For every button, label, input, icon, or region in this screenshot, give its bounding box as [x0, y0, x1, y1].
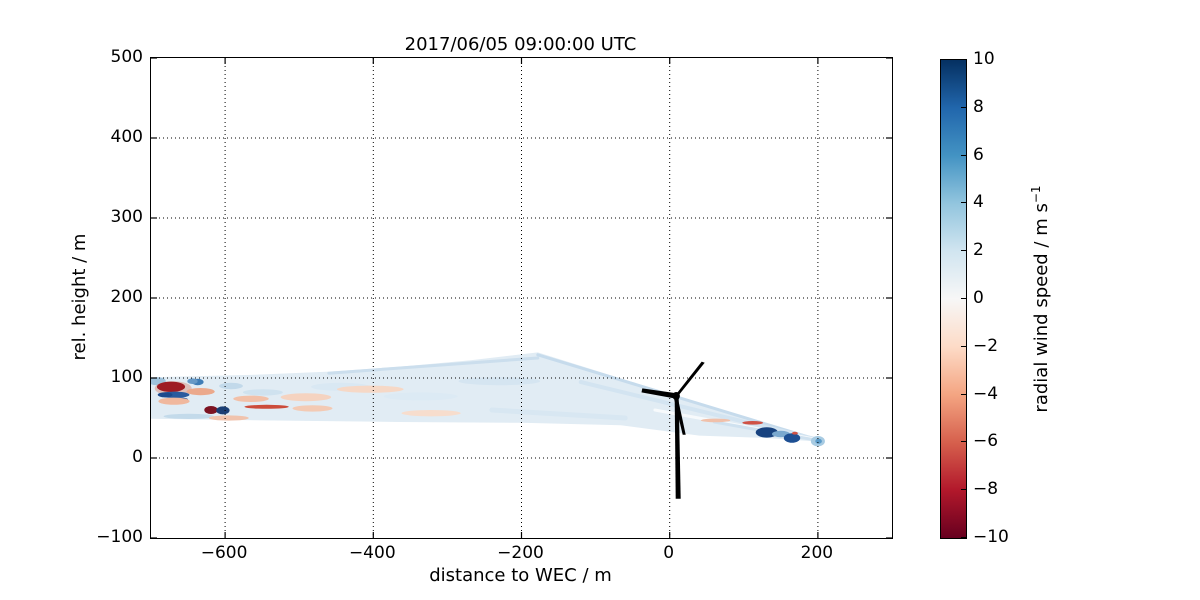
x-tick-label: 0 [663, 543, 675, 563]
wind-speed-blob [742, 421, 764, 425]
plot-title: 2017/06/05 09:00:00 UTC [404, 34, 637, 55]
colorbar-tick [961, 155, 966, 156]
colorbar-tick-label: −10 [973, 527, 1009, 547]
scan-streak [578, 380, 823, 443]
wind-speed-blob [700, 418, 731, 423]
colorbar-tick-label: 10 [973, 49, 995, 69]
colorbar-tick-label: 2 [973, 240, 984, 261]
turbine-blade-up [673, 361, 705, 398]
wind-speed-blob [219, 382, 243, 390]
colorbar-tick-label: −2 [973, 335, 999, 356]
wind-speed-blob [791, 431, 798, 435]
colorbar-tick [961, 250, 966, 251]
x-tick-label: −400 [348, 543, 396, 563]
x-tick-label: −200 [497, 543, 544, 563]
colorbar-tick [961, 346, 966, 347]
colorbar-tick [961, 298, 966, 299]
x-axis-label: distance to WEC / m [429, 565, 612, 586]
wind-speed-blob [187, 378, 198, 385]
wind-speed-blob [280, 393, 332, 402]
wind-speed-blob [186, 388, 215, 396]
y-tick-label: 400 [110, 127, 143, 147]
y-tick-label: 500 [110, 47, 143, 67]
x-tick-label: −600 [200, 543, 248, 563]
wind-speed-blob [163, 413, 214, 419]
wind-speed-blob [208, 415, 249, 421]
wind-speed-blob [204, 406, 218, 414]
colorbar-tick [961, 537, 966, 538]
wind-speed-blob [292, 405, 333, 412]
wind-speed-blob [157, 392, 173, 398]
colorbar-tick [961, 489, 966, 490]
x-tick-label: 200 [800, 543, 834, 563]
turbine-hub [672, 392, 680, 400]
wind-speed-blob [458, 377, 541, 386]
colorbar-tick-label: 0 [973, 288, 984, 308]
wind-speed-blob [156, 381, 186, 392]
scan-streak [327, 356, 540, 375]
y-tick-label: 200 [110, 287, 143, 307]
wind-speed-blob [233, 395, 269, 402]
colorbar-tick-label: −8 [973, 479, 999, 500]
colorbar [940, 59, 967, 539]
colorbar-tick [961, 59, 966, 60]
turbine-tower [674, 398, 681, 499]
wind-speed-blob [244, 404, 289, 409]
y-tick-label: 100 [110, 367, 143, 387]
colorbar-tick [961, 107, 966, 108]
scan-canvas [151, 58, 892, 538]
colorbar-tick-label: −4 [973, 383, 999, 404]
y-tick-label: 300 [110, 207, 143, 227]
wind-speed-blob [158, 397, 190, 405]
wind-speed-blob [242, 389, 283, 396]
colorbar-tick [961, 441, 966, 442]
colorbar-tick-label: 8 [973, 96, 984, 117]
wind-speed-blob [783, 433, 801, 443]
colorbar-tick [961, 394, 966, 395]
colorbar-tick-label: 4 [973, 192, 984, 213]
y-tick-label: 0 [132, 447, 143, 467]
wind-speed-blob [216, 406, 230, 415]
wind-speed-blob [755, 427, 778, 438]
plot-area [150, 57, 893, 539]
colorbar-tick [961, 202, 966, 203]
y-tick-label: −100 [96, 527, 143, 547]
scan-streak [489, 407, 628, 421]
wind-speed-blob [337, 385, 404, 393]
wind-speed-blob [401, 410, 461, 417]
scan-streak [536, 353, 824, 443]
scan-wedge [151, 352, 824, 442]
colorbar-tick-label: −6 [973, 431, 999, 452]
colorbar-tick-label: 6 [973, 144, 984, 165]
colorbar-label-text: radial wind speed / m s [1031, 203, 1052, 413]
wind-speed-blob [815, 438, 822, 444]
turbine-blade-left [641, 388, 677, 399]
wind-speed-blob [383, 392, 458, 401]
turbine-blade-down [673, 397, 686, 435]
